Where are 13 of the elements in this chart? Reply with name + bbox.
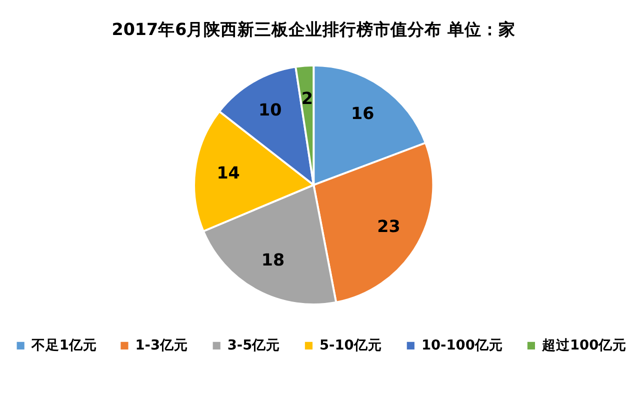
data-label: 10 (258, 100, 282, 120)
data-label: 23 (377, 216, 400, 236)
data-label: 14 (216, 163, 240, 182)
data-label: 16 (351, 104, 374, 124)
chart-title: 2017年6月陕西新三板企业排行榜市值分布 单位：家 (112, 20, 516, 39)
legend-label: 3-5亿元 (227, 338, 280, 354)
legend-label: 1-3亿元 (135, 338, 188, 354)
legend-label: 超过100亿元 (540, 338, 627, 354)
legend-label: 不足1亿元 (30, 338, 97, 354)
data-label: 2 (301, 89, 313, 108)
data-label: 18 (261, 250, 285, 270)
legend-label: 10-100亿元 (421, 338, 503, 354)
legend-label: 5-10亿元 (320, 338, 382, 354)
